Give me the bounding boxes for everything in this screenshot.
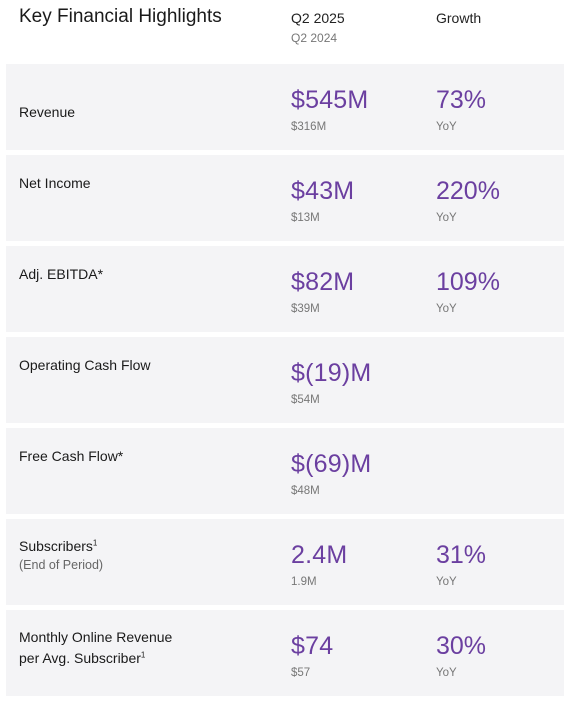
metric-prior-value: $39M xyxy=(291,303,320,315)
table-row-adj-ebitda: Adj. EBITDA* $82M $39M 109% YoY xyxy=(6,246,564,332)
table-header: Key Financial Highlights Q2 2025 Q2 2024… xyxy=(0,0,567,60)
current-period-header: Q2 2025 xyxy=(291,10,345,26)
metric-growth-sub: YoY xyxy=(436,121,457,133)
metric-label-line2: per Avg. Subscriber xyxy=(19,650,141,666)
metric-label: Operating Cash Flow xyxy=(19,357,151,373)
footnote-marker: 1 xyxy=(140,650,146,660)
metric-prior-value: $316M xyxy=(291,121,327,133)
metric-label: Net Income xyxy=(19,175,91,191)
metric-label: Adj. EBITDA* xyxy=(19,266,104,282)
prior-period-header: Q2 2024 xyxy=(291,31,338,45)
table-row-operating-cash-flow: Operating Cash Flow $(19)M $54M xyxy=(6,337,564,423)
metric-label-text: Subscribers xyxy=(19,538,93,554)
metric-growth-sub: YoY xyxy=(436,576,457,588)
table-row-net-income: Net Income $43M $13M 220% YoY xyxy=(6,155,564,241)
table-row-monthly-online-revenue: Monthly Online Revenue per Avg. Subscrib… xyxy=(6,610,564,696)
metric-growth: 30% xyxy=(436,632,487,660)
metric-value: $74 xyxy=(291,632,334,660)
metric-growth: 73% xyxy=(436,86,487,114)
metric-label: Monthly Online Revenue per Avg. Subscrib… xyxy=(19,627,172,669)
metric-value: $43M xyxy=(291,177,355,205)
metric-prior-value: $13M xyxy=(291,212,320,224)
metric-growth-sub: YoY xyxy=(436,212,457,224)
metric-growth: 220% xyxy=(436,177,500,205)
growth-header: Growth xyxy=(436,10,482,26)
metric-prior-value: $54M xyxy=(291,394,320,406)
metric-label: Subscribers1 (End of Period) xyxy=(19,536,103,574)
metric-label-sub: (End of Period) xyxy=(19,558,104,572)
metrics-table: Revenue $545M $316M 73% YoY Net Income $… xyxy=(6,64,564,701)
metric-label: Free Cash Flow* xyxy=(19,448,124,464)
metric-prior-value: $48M xyxy=(291,485,320,497)
metric-growth: 31% xyxy=(436,541,487,569)
metric-label: Revenue xyxy=(19,104,76,120)
metric-prior-value: 1.9M xyxy=(291,576,317,588)
footnote-marker: 1 xyxy=(92,538,98,548)
table-row-subscribers: Subscribers1 (End of Period) 2.4M 1.9M 3… xyxy=(6,519,564,605)
metric-growth-sub: YoY xyxy=(436,303,457,315)
metric-value: $(69)M xyxy=(291,450,372,478)
metric-prior-value: $57 xyxy=(291,667,311,679)
metric-growth: 109% xyxy=(436,268,500,296)
metric-label-line1: Monthly Online Revenue xyxy=(19,629,173,645)
metric-growth-sub: YoY xyxy=(436,667,457,679)
page-title: Key Financial Highlights xyxy=(19,6,222,27)
metric-value: $545M xyxy=(291,86,369,114)
metric-value: $82M xyxy=(291,268,355,296)
table-row-free-cash-flow: Free Cash Flow* $(69)M $48M xyxy=(6,428,564,514)
metric-value: $(19)M xyxy=(291,359,372,387)
table-row-revenue: Revenue $545M $316M 73% YoY xyxy=(6,64,564,150)
metric-value: 2.4M xyxy=(291,541,348,569)
